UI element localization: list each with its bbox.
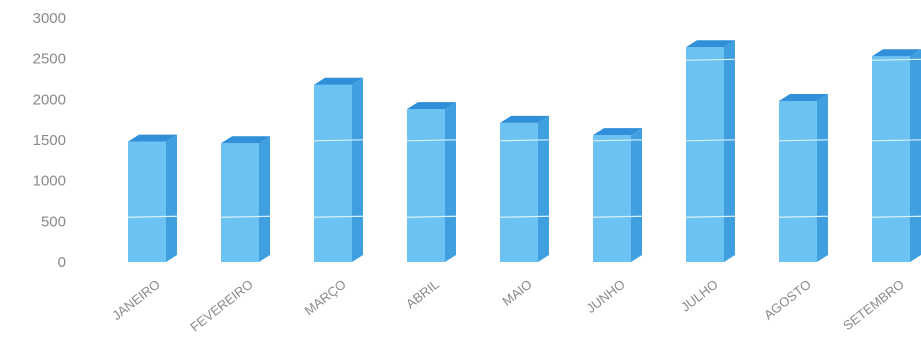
bar-front xyxy=(779,100,817,263)
bar xyxy=(778,93,829,263)
bar-stripe xyxy=(313,215,364,218)
bars xyxy=(127,40,921,263)
bar xyxy=(499,115,550,262)
bar xyxy=(685,40,736,262)
bar xyxy=(127,134,178,262)
bar-stripe xyxy=(778,215,829,218)
bar-top xyxy=(407,102,456,110)
bar-stripe xyxy=(871,215,921,218)
bar-front xyxy=(314,84,352,263)
bar-front xyxy=(128,141,166,262)
y-tick-label: 1000 xyxy=(33,173,66,190)
bar-side xyxy=(910,49,921,262)
x-tick-label: ABRIL xyxy=(403,277,442,312)
bar-stripe xyxy=(685,215,736,218)
bar xyxy=(871,49,921,262)
bar-stripe xyxy=(871,58,921,61)
bar-stripe xyxy=(406,139,457,142)
bar-top xyxy=(593,128,642,136)
y-tick-label: 2500 xyxy=(33,51,66,68)
bar-side xyxy=(352,77,363,263)
bar-side xyxy=(538,115,549,262)
y-tick-label: 0 xyxy=(58,254,66,271)
bar-side xyxy=(445,102,456,263)
bar-side xyxy=(166,134,177,262)
bar-stripe xyxy=(685,58,736,61)
y-tick-label: 1500 xyxy=(33,132,66,149)
bar-top xyxy=(872,49,921,57)
bar-stripe xyxy=(778,139,829,142)
y-tick-label: 500 xyxy=(41,213,66,230)
x-axis: JANEIRO FEVEREIRO MARÇO ABRIL MAIO JUNHO JULHO… xyxy=(109,277,907,335)
bar-front xyxy=(407,109,445,263)
bar-stripe xyxy=(406,215,457,218)
bar-front xyxy=(500,122,538,262)
bar-stripe xyxy=(592,139,643,142)
y-tick-label: 3000 xyxy=(33,10,66,27)
bar-stripe xyxy=(592,215,643,218)
bar-top xyxy=(779,93,828,101)
bar-stripe xyxy=(499,215,550,218)
bar xyxy=(406,102,457,263)
y-tick-label: 2000 xyxy=(33,91,66,108)
y-axis: 0 500 1000 1500 2000 2500 3000 xyxy=(33,10,66,271)
bar-side xyxy=(724,40,735,262)
x-tick-label: JULHO xyxy=(678,277,721,315)
bar-top xyxy=(221,136,270,144)
bar xyxy=(313,77,364,263)
bar-top xyxy=(686,40,735,48)
bar-front xyxy=(872,56,910,262)
bar xyxy=(592,128,643,262)
bar-stripe xyxy=(313,139,364,142)
bar-top xyxy=(314,77,363,85)
bar-stripe xyxy=(220,215,271,218)
x-tick-label: MARÇO xyxy=(301,277,348,319)
bar xyxy=(220,136,271,262)
x-tick-label: AGOSTO xyxy=(761,277,814,323)
bar-top xyxy=(500,115,549,123)
bar-side xyxy=(631,128,642,262)
x-tick-label: SETEMBRO xyxy=(840,277,907,334)
x-tick-label: JUNHO xyxy=(583,277,628,316)
x-tick-label: FEVEREIRO xyxy=(187,277,255,335)
bar-front xyxy=(221,143,259,262)
bar-stripe xyxy=(685,139,736,142)
x-tick-label: JANEIRO xyxy=(109,277,163,324)
bar-top xyxy=(128,134,177,142)
x-tick-label: MAIO xyxy=(499,277,534,309)
bar-front xyxy=(686,47,724,262)
bar-front xyxy=(593,135,631,262)
bar-stripe xyxy=(127,215,178,218)
bar-side xyxy=(817,93,828,263)
bar-stripe xyxy=(499,139,550,142)
bar-stripe xyxy=(871,139,921,142)
bar-side xyxy=(259,136,270,262)
